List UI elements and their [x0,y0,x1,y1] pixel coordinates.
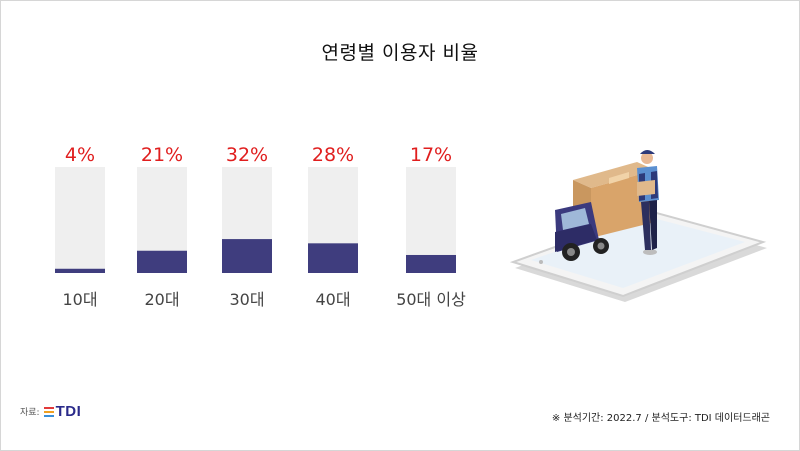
data-label: 21% [141,144,183,166]
category-label: 50대 이상 [396,290,466,309]
bar [308,243,358,273]
source-label: 자료: [20,408,40,418]
source-attribution: 자료: TDI [20,403,81,420]
data-label: 4% [65,144,95,166]
logo-text: TDI [55,403,82,420]
category-label: 40대 [315,290,350,309]
bar [55,268,105,273]
data-label: 28% [312,144,354,166]
chart-title: 연령별 이용자 비율 [321,42,479,64]
category-label: 10대 [62,290,97,309]
logo-stripes-icon [43,406,54,417]
delivery-truck-smartphone-illustration [509,150,767,302]
analysis-note: ※ 분석기간: 2022.7 / 분석도구: TDI 데이터드래곤 [551,413,770,424]
bar [137,250,187,273]
bar-track [55,167,105,273]
data-label: 32% [226,144,268,166]
bar [406,254,456,273]
data-label: 17% [410,144,452,166]
tdi-logo: TDI [43,403,82,420]
category-label: 20대 [144,290,179,309]
bar [222,239,272,273]
category-label: 30대 [229,290,264,309]
